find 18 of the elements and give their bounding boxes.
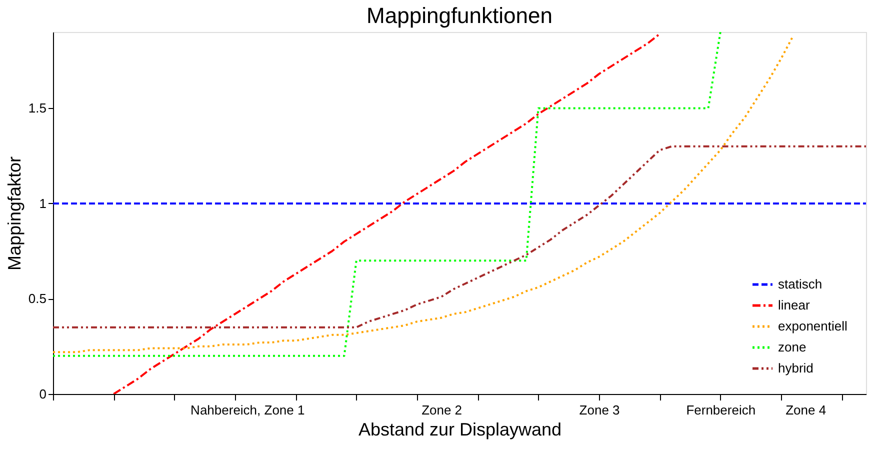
x-tick-label: Zone 4	[786, 402, 826, 418]
x-tick-label: Zone 3	[579, 402, 620, 418]
x-tick-label: Fernbereich	[686, 402, 756, 418]
y-tick-label: 0.5	[28, 291, 46, 306]
y-tick-label: 1	[39, 196, 46, 211]
chart-title: Mappingfunktionen	[366, 3, 552, 28]
x-tick-label: Zone 2	[422, 402, 462, 418]
legend-label: linear	[778, 298, 810, 312]
x-axis-title: Abstand zur Displaywand	[358, 420, 562, 440]
line-series	[112, 32, 661, 394]
legend-label: hybrid	[778, 360, 814, 376]
legend-label: exponentiell	[778, 318, 848, 334]
legend-label: zone	[778, 340, 806, 354]
y-tick-label: 0	[39, 386, 46, 402]
x-tick-label: Nahbereich, Zone 1	[190, 402, 305, 418]
y-axis-title: Mappingfaktor	[4, 156, 24, 271]
legend-label: statisch	[778, 276, 822, 292]
y-tick-label: 1.5	[28, 100, 46, 116]
